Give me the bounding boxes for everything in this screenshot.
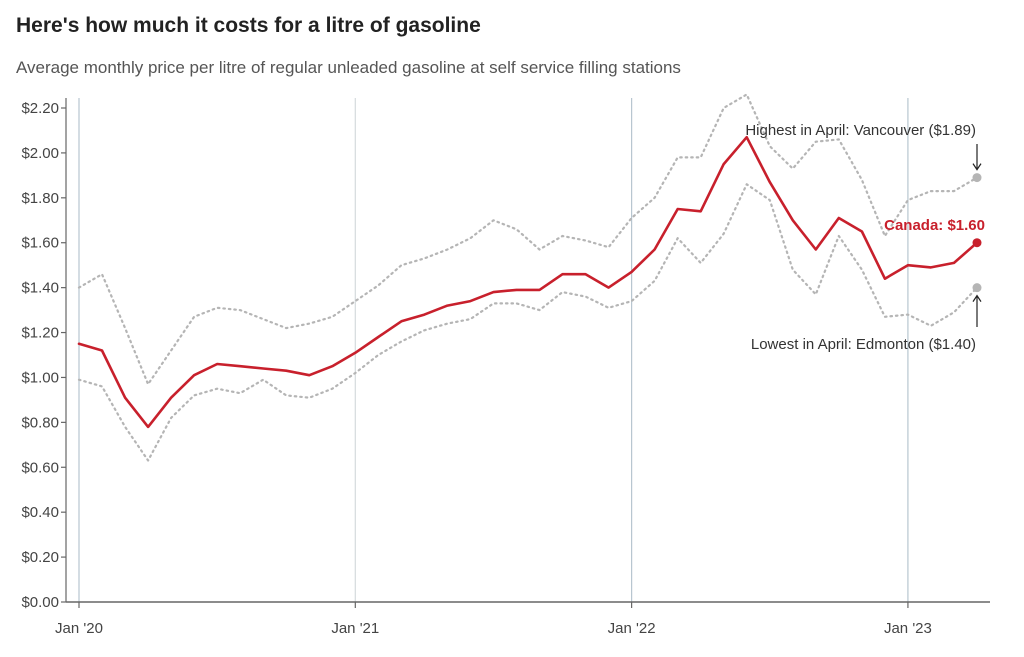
y-tick-label: $1.20: [21, 325, 59, 342]
y-tick-label: $1.00: [21, 369, 59, 386]
grid-lines: [78, 98, 909, 602]
canada-annotation: Canada: $1.60: [884, 217, 985, 234]
end-point-lowest: [972, 283, 982, 293]
y-tick-label: $0.40: [21, 504, 59, 521]
y-tick-label: $0.80: [21, 414, 59, 431]
x-axis: Jan '20 Jan '21 Jan '22 Jan '23: [55, 601, 990, 637]
highest-annotation: Highest in April: Vancouver ($1.89): [745, 122, 976, 139]
x-tick-label: Jan '23: [884, 620, 932, 637]
annotations: Highest in April: Vancouver ($1.89) Cana…: [745, 122, 985, 353]
highest-arrow-head: [972, 163, 982, 171]
y-tick-label: $2.00: [21, 145, 59, 162]
y-tick-label: $0.00: [21, 594, 59, 611]
x-tick-label: Jan '20: [55, 620, 103, 637]
lowest-annotation: Lowest in April: Edmonton ($1.40): [751, 336, 976, 353]
series-line-canada: [77, 135, 979, 429]
y-axis: $0.00 $0.20 $0.40 $0.60 $0.80 $1.00 $1.20 $1.40…: [21, 98, 67, 611]
series-line-lowest: [77, 183, 979, 462]
end-point-canada: [972, 238, 982, 248]
x-tick-label: Jan '22: [608, 620, 656, 637]
y-tick-label: $1.40: [21, 280, 59, 297]
series-lines: [77, 93, 982, 462]
y-tick-label: $1.80: [21, 190, 59, 207]
x-tick-label: Jan '21: [331, 620, 379, 637]
y-tick-label: $2.20: [21, 100, 59, 117]
y-tick-label: $1.60: [21, 235, 59, 252]
end-point-highest: [972, 173, 982, 183]
chart-title: Here's how much it costs for a litre of …: [16, 14, 481, 37]
lowest-arrow-head: [972, 294, 982, 302]
y-tick-label: $0.60: [21, 459, 59, 476]
y-tick-label: $0.20: [21, 549, 59, 566]
series-line-highest: [77, 93, 979, 386]
chart-subtitle: Average monthly price per litre of regul…: [16, 58, 681, 77]
